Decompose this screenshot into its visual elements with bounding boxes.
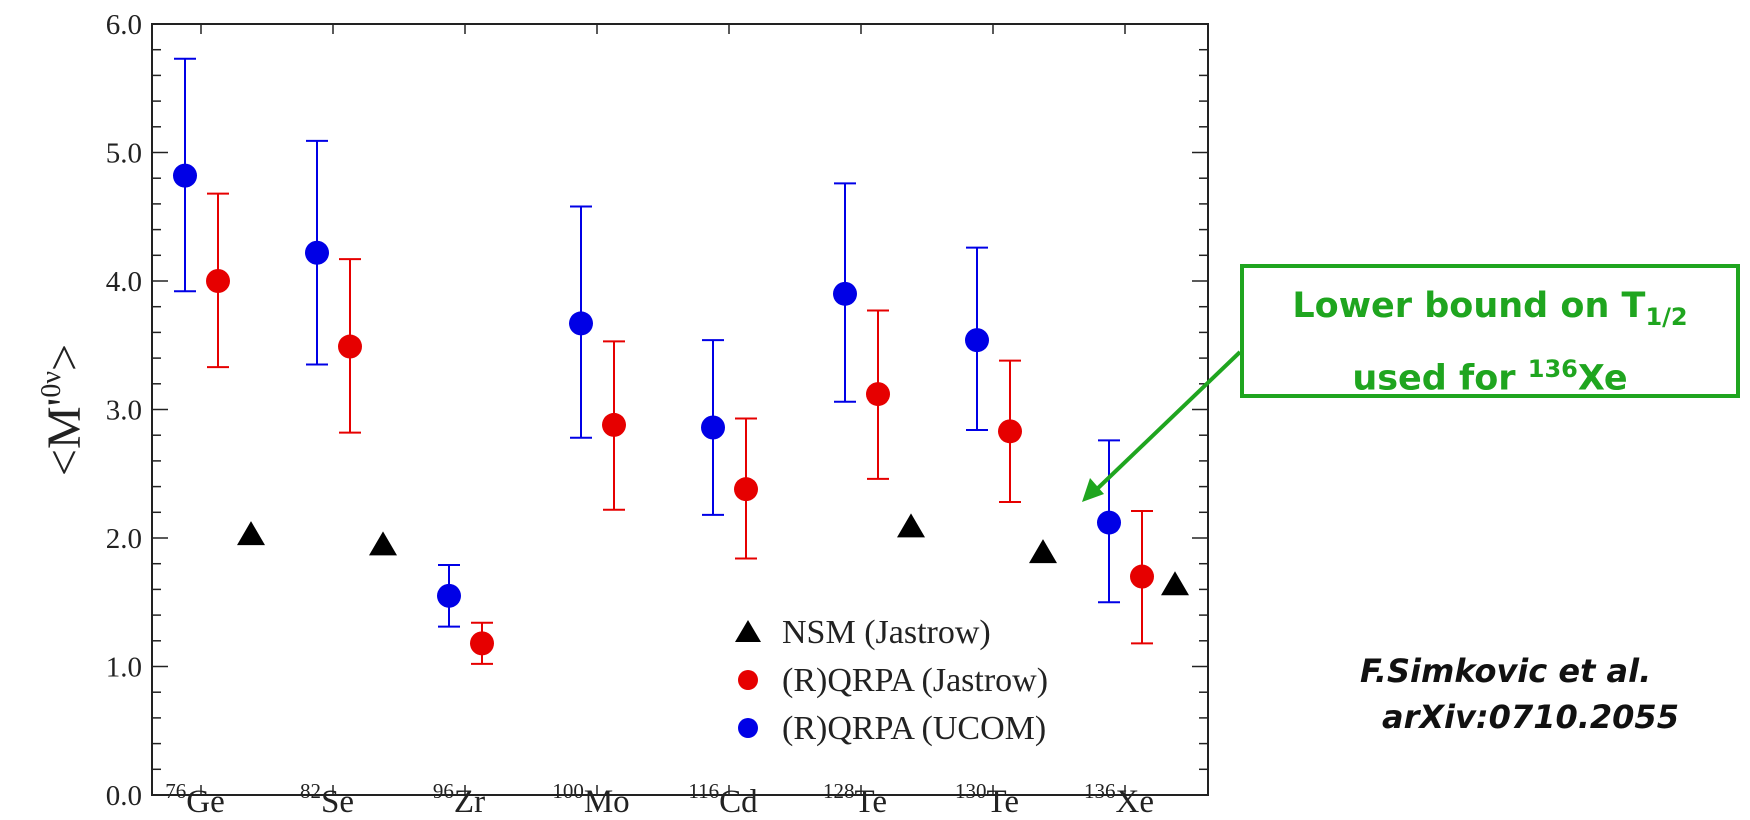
y-tick-label: 5.0 xyxy=(106,138,142,170)
legend-marker xyxy=(735,620,761,642)
data-point-triangle xyxy=(897,513,925,538)
data-point xyxy=(965,328,989,353)
citation: F.Simkovic et al. arXiv:0710.2055 xyxy=(1360,648,1750,740)
legend-label: NSM (Jastrow) xyxy=(782,614,991,651)
annotation-arrow xyxy=(1094,350,1242,492)
data-point xyxy=(1130,564,1154,589)
data-point xyxy=(998,419,1022,444)
data-point xyxy=(866,382,890,407)
plot-frame xyxy=(151,23,1209,796)
data-point xyxy=(701,415,725,440)
annotation-box: Lower bound on T1/2 used for 136Xe xyxy=(1240,264,1740,399)
y-tick-label: 3.0 xyxy=(106,395,142,427)
x-tick-label: 128Te xyxy=(823,779,887,820)
legend-marker xyxy=(738,670,758,690)
data-point-triangle xyxy=(369,531,397,556)
legend-marker xyxy=(738,718,758,738)
data-point xyxy=(437,583,461,608)
annotation-line-2: used for 136Xe xyxy=(1352,355,1628,399)
data-point xyxy=(602,412,626,437)
annotation-line-1: Lower bound on T1/2 xyxy=(1292,286,1688,331)
data-point-triangle xyxy=(1029,539,1057,564)
legend-label: (R)QRPA (Jastrow) xyxy=(782,662,1048,699)
data-point xyxy=(734,477,758,502)
data-point-triangle xyxy=(1161,571,1189,596)
citation-line-1: F.Simkovic et al. xyxy=(1360,652,1652,690)
y-axis-label: <M'0ν> xyxy=(36,344,91,476)
annotation-arrowhead xyxy=(1082,478,1104,502)
data-point xyxy=(1097,510,1121,535)
y-tick-label: 0.0 xyxy=(106,780,142,812)
data-point-triangle xyxy=(237,521,265,546)
x-tick-label: 130Te xyxy=(955,779,1019,820)
data-point xyxy=(569,311,593,336)
x-tick-label: 116Cd xyxy=(688,779,758,820)
y-tick-label: 6.0 xyxy=(106,9,142,41)
data-point xyxy=(206,269,230,293)
y-tick-label: 1.0 xyxy=(106,652,142,684)
y-tick-label: 2.0 xyxy=(106,523,142,555)
data-point xyxy=(470,631,494,656)
x-tick-label: 82Se xyxy=(300,779,354,820)
data-point xyxy=(305,240,329,265)
legend-label: (R)QRPA (UCOM) xyxy=(782,710,1046,747)
x-tick-label: 100Mo xyxy=(552,779,629,820)
x-tick-label: 96Zr xyxy=(433,779,485,820)
data-point xyxy=(173,163,197,188)
data-point xyxy=(338,334,362,359)
x-tick-label: 76Ge xyxy=(165,779,224,820)
data-point xyxy=(833,281,857,306)
y-tick-label: 4.0 xyxy=(106,266,142,298)
citation-line-2: arXiv:0710.2055 xyxy=(1382,698,1679,736)
x-tick-label: 136Xe xyxy=(1084,779,1154,820)
